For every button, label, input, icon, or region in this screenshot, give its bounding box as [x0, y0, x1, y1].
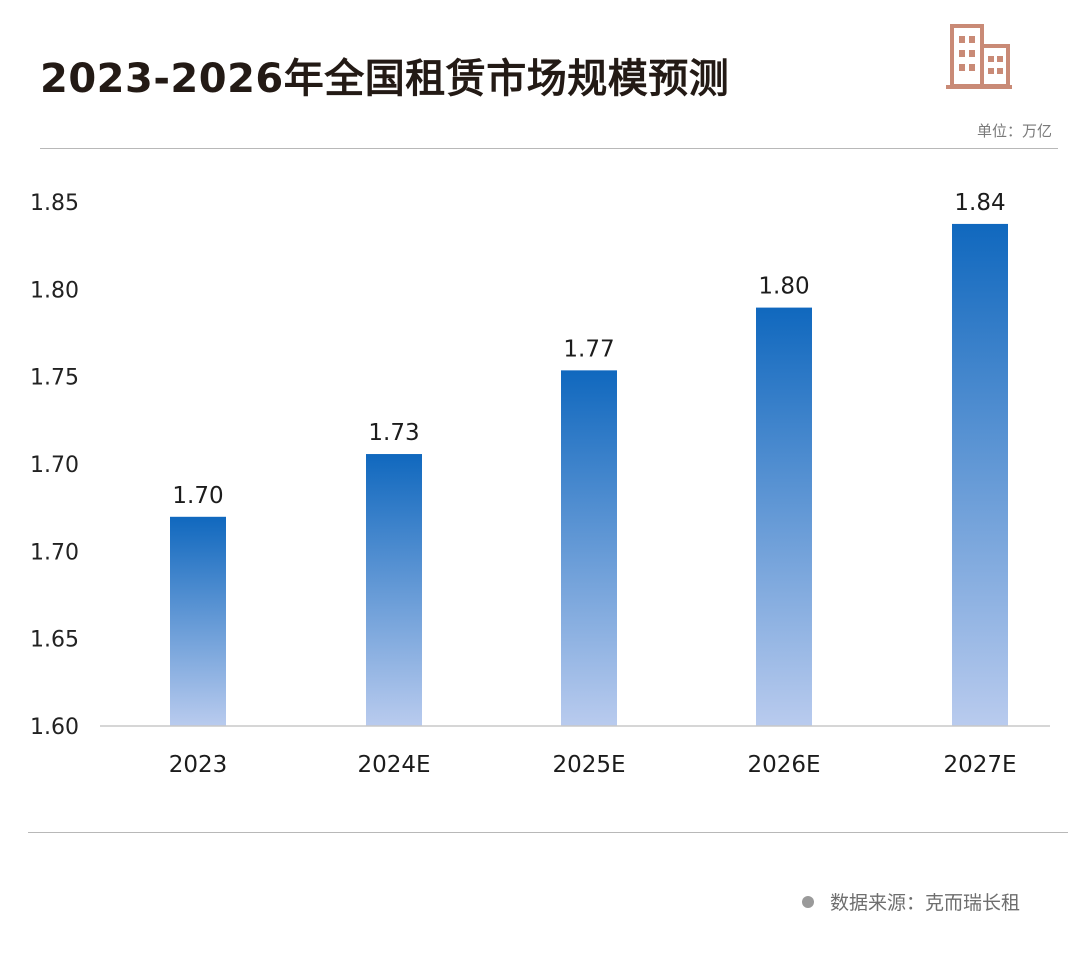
data-label: 1.77 [563, 336, 614, 362]
y-tick-label: 1.70 [30, 453, 79, 478]
data-label: 1.70 [172, 483, 223, 509]
bullet-dot-icon [801, 895, 814, 908]
y-tick-label: 1.70 [30, 540, 79, 565]
footer-divider [28, 832, 1068, 833]
bars: 1.70 1.73 1.77 1.80 1.84 [170, 190, 1008, 727]
x-tick-label: 2023 [169, 752, 228, 778]
y-tick-label: 1.80 [30, 278, 79, 303]
header-divider [40, 148, 1058, 149]
source-text: 数据来源：克而瑞长租 [829, 892, 1020, 914]
bar-2026E [756, 307, 812, 726]
data-label: 1.80 [758, 274, 809, 300]
y-axis: 1.60 1.65 1.70 1.70 1.75 1.80 1.85 [30, 191, 79, 740]
unit-label: 单位：万亿 [976, 122, 1052, 140]
y-tick-label: 1.75 [30, 366, 79, 391]
bar-2023 [170, 516, 226, 726]
data-label: 1.84 [954, 190, 1005, 216]
x-tick-label: 2024E [357, 752, 430, 778]
building-icon [946, 24, 1012, 89]
bar-chart: 1.601.651.701.701.751.801.85 1.701.731.7… [30, 190, 1050, 778]
bar-2027E [952, 223, 1008, 727]
source-note: 数据来源：克而瑞长租 [801, 888, 1020, 915]
y-tick-label: 1.60 [30, 715, 79, 740]
bar-2024E [366, 454, 422, 726]
y-tick-label: 1.85 [30, 191, 79, 216]
chart-title: 2023-2026年全国租赁市场规模预测 [40, 56, 730, 102]
bar-2025E [561, 370, 617, 726]
y-tick-label: 1.65 [30, 628, 79, 653]
x-tick-label: 2027E [943, 752, 1016, 778]
x-axis: 2023 2024E 2025E 2026E 2027E [100, 725, 1050, 778]
x-tick-label: 2026E [747, 752, 820, 778]
x-tick-label: 2025E [552, 752, 625, 778]
data-label: 1.73 [368, 420, 419, 446]
